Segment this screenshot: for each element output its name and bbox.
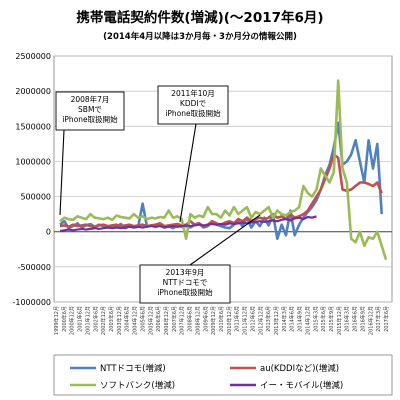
x-tick-label: 2010年6月 xyxy=(218,306,225,332)
x-tick-label: 2006年6月 xyxy=(155,306,162,332)
y-tick-label: 2000000 xyxy=(15,87,51,96)
callout-pointer xyxy=(59,129,65,216)
chart-title: 携帯電話契約件数(増減)(～2017年6月) xyxy=(76,9,323,26)
callout-text: KDDIで xyxy=(180,99,206,108)
x-tick-label: 2005年6月 xyxy=(139,306,146,332)
x-tick-label: 2008年6月 xyxy=(187,306,194,332)
x-tick-label: 2001年6月 xyxy=(77,306,84,332)
x-tick-label: 2017年6月 xyxy=(383,306,390,332)
x-tick-label: 2003年12月 xyxy=(116,306,123,335)
x-tick-label: 2005年12月 xyxy=(147,306,154,335)
x-tick-label: 2017年3月 xyxy=(375,306,382,332)
series-line xyxy=(59,79,388,261)
x-tick-label: 2004年12月 xyxy=(132,306,139,335)
y-tick-label: 1500000 xyxy=(15,122,51,131)
callout-text: 2013年9月 xyxy=(166,267,205,277)
x-tick-label: 2014年6月 xyxy=(289,306,296,332)
callout-box xyxy=(55,91,125,131)
y-tick-label: -500000 xyxy=(18,263,51,272)
x-tick-label: 2002年12月 xyxy=(100,306,107,335)
callout-text: SBMで xyxy=(78,105,102,114)
x-tick-label: 2012年6月 xyxy=(249,306,256,332)
y-tick-label: -1000000 xyxy=(12,298,51,307)
x-axis-ticks: 1999年12月 2000年6月 2000年12月 2001年6月 2001年12月 20… xyxy=(53,306,390,335)
legend-box xyxy=(53,354,393,396)
legend-label: au(KDDIなど)(増減) xyxy=(260,363,339,374)
callout-text: 2011年10月 xyxy=(171,88,215,98)
x-tick-label: 2002年6月 xyxy=(92,306,99,332)
x-tick-label: 2004年6月 xyxy=(124,306,131,332)
y-tick-label: 500000 xyxy=(20,193,51,202)
x-tick-label: 2009年6月 xyxy=(202,306,209,332)
callout-text: iPhone取扱開始 xyxy=(157,287,213,297)
x-tick-label: 2009年12月 xyxy=(210,306,217,335)
y-axis-ticks: 2500000 2000000 1500000 1000000 500000 0 -5000… xyxy=(12,52,51,307)
x-tick-label: 2016年6月 xyxy=(352,306,359,332)
x-tick-label: 2015年3月 xyxy=(312,306,319,332)
x-tick-label: 2013年6月 xyxy=(265,306,272,332)
chart-subtitle: (2014年4月以降は3か月毎・3か月分の情報公開) xyxy=(103,31,297,42)
x-tick-label: 2015年9月 xyxy=(328,306,335,332)
x-tick-label: 2015年6月 xyxy=(320,306,327,332)
x-tick-label: 2010年12月 xyxy=(226,306,233,335)
x-tick-label: 2015年12月 xyxy=(336,306,343,335)
x-tick-label: 2000年6月 xyxy=(61,306,68,332)
callout-text: iPhone取扱開始 xyxy=(165,108,221,118)
legend: NTTドコモ(増減) au(KDDIなど)(増減) ソフトバンク(増減) イー・モバイ… xyxy=(53,354,393,396)
x-tick-label: 2007年6月 xyxy=(171,306,178,332)
x-tick-label: 2016年12月 xyxy=(367,306,374,335)
x-tick-label: 2011年6月 xyxy=(234,306,241,332)
y-tick-label: 2500000 xyxy=(15,52,51,61)
y-tick-label: 0 xyxy=(46,228,51,237)
x-tick-label: 2008年12月 xyxy=(194,306,201,335)
callout-text: 2008年7月 xyxy=(71,94,110,104)
x-tick-label: 2000年12月 xyxy=(69,306,76,335)
x-tick-label: 2014年3月 xyxy=(281,306,288,332)
x-tick-label: 2014年9月 xyxy=(297,306,304,332)
annotations: 2008年7月SBMでiPhone取扱開始2011年10月KDDIでiPhone… xyxy=(55,85,261,304)
legend-label: イー・モバイル(増減) xyxy=(260,380,343,391)
x-tick-label: 2012年12月 xyxy=(257,306,264,335)
x-tick-label: 2016年3月 xyxy=(344,306,351,332)
x-tick-label: 2001年12月 xyxy=(84,306,91,335)
x-tick-label: 2006年12月 xyxy=(163,306,170,335)
x-tick-label: 2011年12月 xyxy=(242,306,249,335)
callout-text: iPhone取扱開始 xyxy=(62,114,118,124)
x-tick-label: 2016年9月 xyxy=(359,306,366,332)
y-tick-label: 1000000 xyxy=(15,157,51,166)
x-tick-label: 2013年12月 xyxy=(273,306,280,335)
x-tick-label: 2007年12月 xyxy=(179,306,186,335)
callout-box xyxy=(157,85,229,125)
x-tick-label: 1999年12月 xyxy=(53,306,60,335)
callout-text: NTTドコモで xyxy=(163,278,208,287)
callout-pointer xyxy=(189,214,261,266)
callout-pointer xyxy=(179,123,197,223)
x-tick-label: 2014年12月 xyxy=(304,306,311,335)
series-line xyxy=(59,215,317,233)
x-tick-label: 2003年6月 xyxy=(108,306,115,332)
callout-box xyxy=(139,264,231,304)
legend-label: ソフトバンク(増減) xyxy=(100,380,175,391)
series-lines xyxy=(59,79,388,261)
legend-label: NTTドコモ(増減) xyxy=(100,363,166,374)
